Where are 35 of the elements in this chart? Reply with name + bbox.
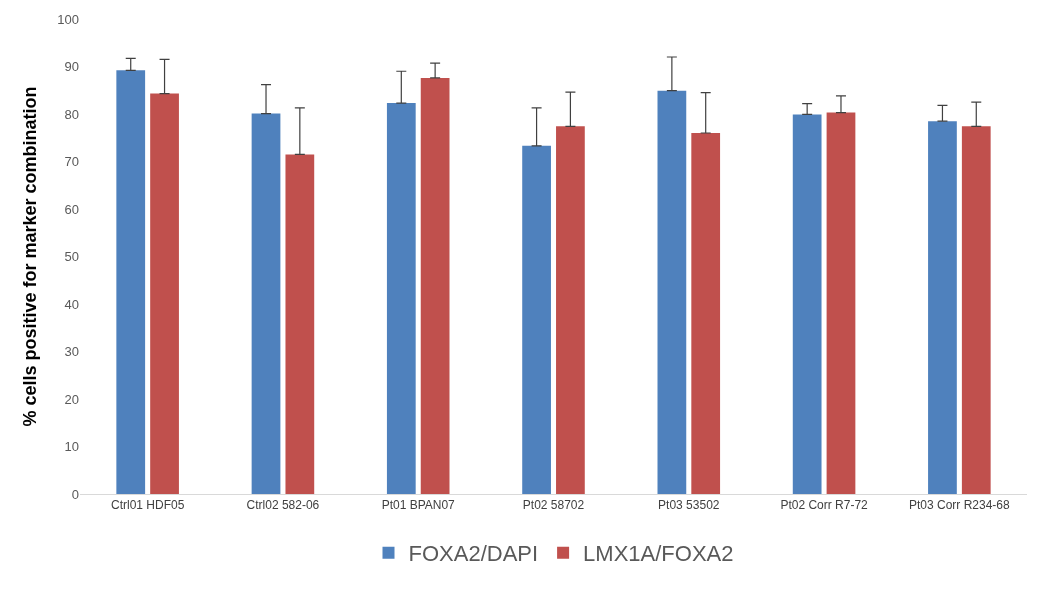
y-tick-label: 70 [64, 154, 79, 170]
y-tick-label: 90 [64, 59, 79, 75]
x-tick-label: Pt01 BPAN07 [381, 498, 456, 513]
bar [251, 113, 281, 494]
bar [961, 126, 991, 494]
y-tick-label: 20 [64, 391, 79, 407]
legend-label: LMX1A/FOXA2 [583, 541, 734, 567]
bar [522, 145, 551, 494]
bar [792, 114, 822, 494]
y-tick-label: 10 [64, 439, 79, 455]
y-tick-label: 30 [64, 344, 79, 360]
y-tick-label: 60 [64, 201, 79, 217]
y-tick-label: 80 [64, 106, 79, 122]
bar [556, 126, 585, 494]
y-tick-label: 40 [64, 296, 79, 312]
bar [420, 77, 450, 494]
x-tick-label: Ctrl01 HDF05 [110, 498, 185, 513]
y-tick-label: 100 [57, 11, 79, 27]
y-tick-label: 50 [64, 249, 79, 265]
bar [150, 93, 179, 494]
y-tick-label: 0 [71, 486, 79, 502]
bar [691, 133, 721, 494]
x-tick-label: Pt02 58702 [522, 498, 585, 513]
bar [386, 103, 416, 494]
legend-label: FOXA2/DAPI [408, 541, 539, 567]
x-tick-label: Ctrl02 582-06 [246, 498, 320, 513]
bar [826, 112, 856, 494]
bar [928, 121, 957, 494]
bar [285, 154, 315, 494]
x-tick-label: Pt03 53502 [658, 498, 720, 513]
x-tick-label: Pt02 Corr R7-72 [780, 498, 869, 513]
y-axis-title: % cells positive for marker combination [20, 86, 41, 427]
bar [116, 70, 146, 494]
x-tick-label: Pt03 Corr R234-68 [909, 498, 1011, 513]
bar [657, 90, 687, 494]
